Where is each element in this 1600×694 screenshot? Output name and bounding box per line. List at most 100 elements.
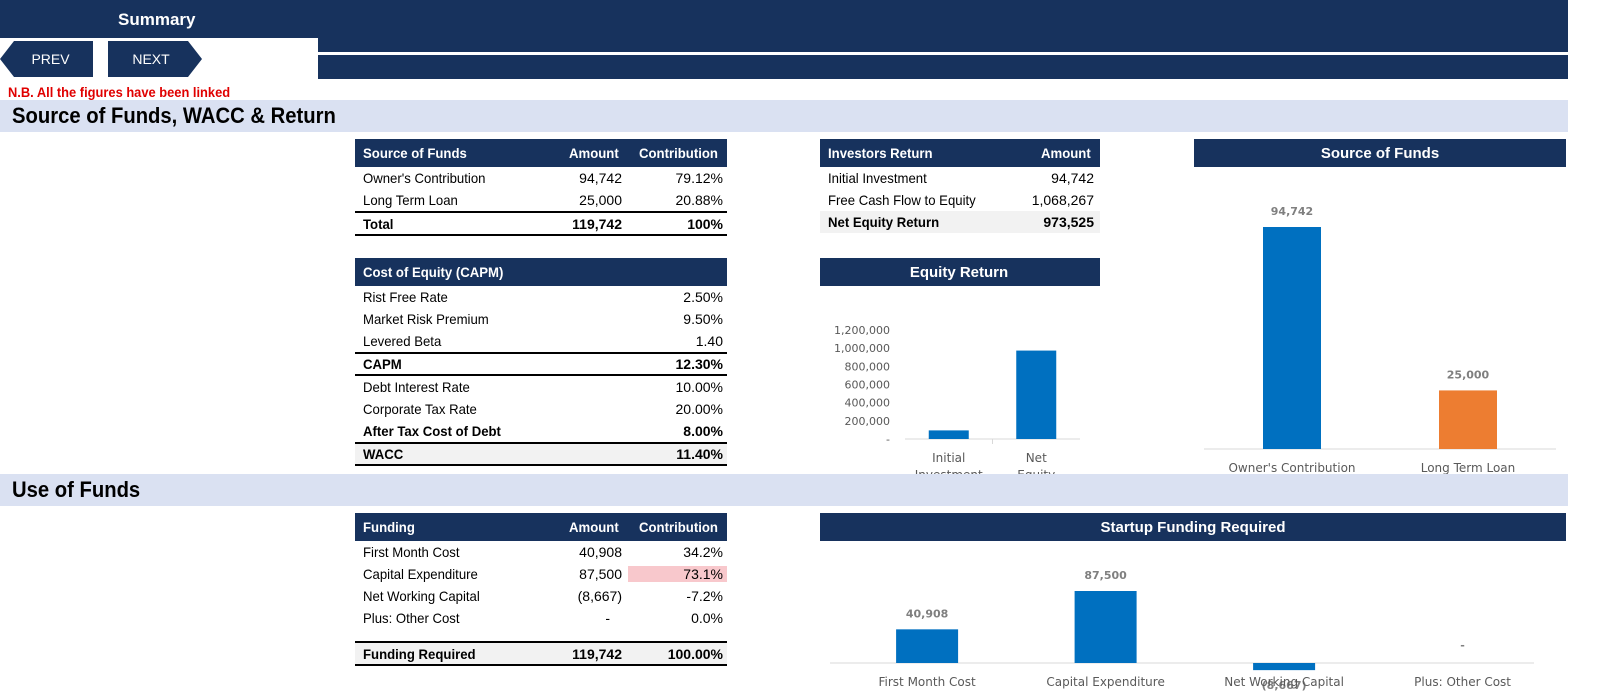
table-row: Rist Free Rate 2.50% — [355, 286, 727, 308]
table-row: Debt Interest Rate 10.00% — [355, 376, 727, 398]
table-header: Funding Amount Contribution — [355, 513, 727, 541]
x-tick-label: Plus: Other Cost — [1414, 675, 1511, 689]
bar — [1439, 390, 1497, 449]
row-value: 12.30% — [675, 356, 723, 372]
row-value: 8.00% — [683, 423, 723, 439]
total-row: Total 119,742 100% — [355, 211, 727, 236]
row-amount: 40,908 — [579, 544, 622, 560]
table-row: Capital Expenditure 87,500 73.1% — [355, 563, 727, 585]
table-row: After Tax Cost of Debt 8.00% — [355, 420, 727, 442]
row-contribution: 79.12% — [675, 170, 723, 186]
row-label: Rist Free Rate — [363, 289, 448, 305]
table-row: Levered Beta 1.40 — [355, 330, 727, 352]
x-tick-label: Net Working Capital — [1224, 675, 1344, 689]
row-label: Corporate Tax Rate — [363, 401, 477, 417]
row-label: WACC — [363, 446, 404, 462]
column-header: Contribution — [639, 145, 718, 161]
column-header: Source of Funds — [363, 145, 467, 161]
total-label: Total — [363, 215, 394, 232]
equity-return-plot: - 200,000 400,000 600,000 800,000 1,000,000 1,… — [834, 324, 1080, 486]
top-header-bar — [0, 0, 1568, 38]
table-row: First Month Cost 40,908 34.2% — [355, 541, 727, 563]
total-amount: 973,525 — [1043, 214, 1094, 230]
y-tick-label: 1,200,000 — [834, 324, 890, 337]
row-contribution: 20.88% — [675, 192, 723, 208]
row-value: 10.00% — [675, 379, 723, 395]
total-label: Funding Required — [363, 645, 476, 662]
spacer-row — [355, 629, 727, 641]
data-label: 94,742 — [1271, 205, 1313, 218]
bar — [1016, 350, 1057, 439]
source-of-funds-table: Source of Funds Amount Contribution Owne… — [355, 139, 727, 236]
total-amount: 119,742 — [572, 645, 622, 662]
startup-funding-plot: 40,908 First Month Cost 87,500 Capital Expe… — [830, 569, 1534, 691]
row-amount: 1,068,267 — [1031, 192, 1094, 208]
bar — [896, 629, 959, 663]
row-label: Market Risk Premium — [363, 311, 489, 327]
section-band-source — [0, 100, 1568, 132]
x-tick-label: First Month Cost — [879, 675, 976, 689]
section-band-use — [0, 474, 1568, 506]
table-row: Initial Investment 94,742 — [820, 167, 1100, 189]
row-label: CAPM — [363, 356, 402, 372]
bar — [1253, 663, 1316, 671]
table-row: CAPM 12.30% — [355, 352, 727, 376]
funding-table: Funding Amount Contribution First Month … — [355, 513, 727, 666]
data-label: (8,667) — [1262, 679, 1307, 691]
row-label: Owner's Contribution — [363, 170, 486, 186]
row-amount: 94,742 — [1051, 170, 1094, 186]
y-tick-label: 200,000 — [845, 415, 891, 428]
header-divider — [318, 52, 1568, 55]
row-amount: 25,000 — [579, 192, 622, 208]
bar — [928, 430, 969, 439]
y-tick-label: - — [886, 433, 890, 446]
column-header: Contribution — [639, 519, 718, 535]
x-tick-label: Long Term Loan — [1421, 461, 1516, 475]
wacc-row: WACC 11.40% — [355, 442, 727, 466]
prev-button[interactable]: PREV — [0, 41, 93, 77]
linked-note: N.B. All the figures have been linked — [8, 84, 231, 100]
column-header: Amount — [1041, 145, 1091, 161]
row-label: Capital Expenditure — [363, 566, 478, 582]
section-title-use: Use of Funds — [12, 477, 141, 502]
investors-return-table: Investors Return Amount Initial Investme… — [820, 139, 1100, 233]
y-tick-label: 400,000 — [845, 397, 891, 410]
header-band-upper — [318, 38, 1568, 52]
x-tick-label: Capital Expenditure — [1046, 675, 1165, 689]
x-tick-label: Initial — [932, 451, 965, 465]
highlighted-contribution: 73.1% — [628, 566, 727, 582]
row-value: 20.00% — [675, 401, 723, 417]
y-tick-label: 600,000 — [845, 379, 891, 392]
source-of-funds-chart: Source of Funds 94,742 Owner's Contributi… — [1194, 139, 1566, 487]
x-tick-label: Net — [1026, 451, 1047, 465]
x-tick-label: Owner's Contribution — [1228, 461, 1355, 475]
total-label: Net Equity Return — [828, 214, 940, 230]
data-label: - — [1460, 639, 1465, 652]
table-header: Cost of Equity (CAPM) — [355, 258, 727, 286]
equity-return-chart: Equity Return - 200,000 400,000 600,000 800,… — [820, 258, 1100, 486]
column-header: Amount — [569, 145, 619, 161]
total-row: Funding Required 119,742 100.00% — [355, 641, 727, 666]
data-label: 40,908 — [906, 607, 948, 620]
table-row: Owner's Contribution 94,742 79.12% — [355, 167, 727, 189]
total-amount: 119,742 — [572, 215, 622, 232]
row-amount: (8,667) — [577, 588, 622, 604]
row-amount: 87,500 — [579, 566, 622, 582]
next-button[interactable]: NEXT — [108, 41, 202, 77]
row-amount: 94,742 — [579, 170, 622, 186]
table-row: Corporate Tax Rate 20.00% — [355, 398, 727, 420]
table-row: Market Risk Premium 9.50% — [355, 308, 727, 330]
header-band-lower — [318, 55, 1568, 79]
section-title-source: Source of Funds, WACC & Return — [12, 103, 336, 128]
row-label: Debt Interest Rate — [363, 379, 470, 395]
table-row: Plus: Other Cost - 0.0% — [355, 607, 727, 629]
bar — [1074, 591, 1137, 663]
row-value: 1.40 — [695, 333, 723, 349]
y-tick-label: 800,000 — [845, 360, 891, 373]
data-label: 87,500 — [1084, 569, 1127, 582]
startup-funding-chart: Startup Funding Required 40,908 First Mon… — [820, 513, 1566, 691]
row-contribution: -7.2% — [686, 588, 723, 604]
table-header: Investors Return Amount — [820, 139, 1100, 167]
total-row: Net Equity Return 973,525 — [820, 211, 1100, 233]
data-label: 25,000 — [1447, 368, 1490, 381]
